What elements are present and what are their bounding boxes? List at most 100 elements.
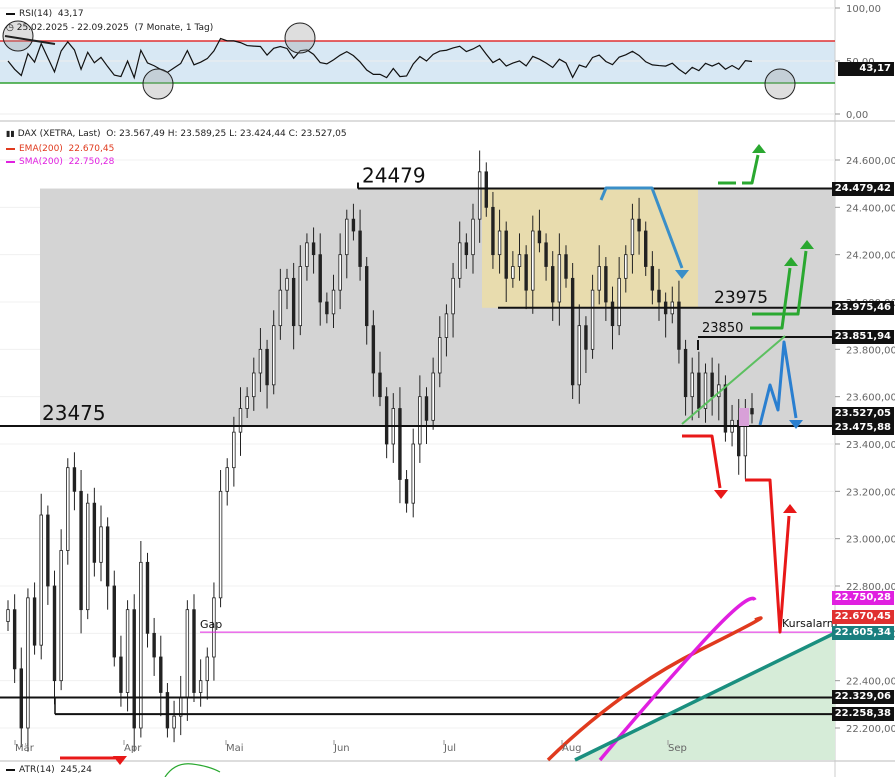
rsi-label: RSI(14) — [19, 9, 53, 19]
candle-body — [644, 230, 648, 267]
candle-body — [404, 479, 409, 504]
label-23475: 23475 — [42, 401, 106, 425]
candle-body — [152, 632, 156, 658]
rsi-marker-circle — [2, 20, 34, 52]
price-tag: 22.605,34 — [831, 626, 894, 641]
candle-body — [577, 325, 581, 386]
price-tick-label: 22.400,00 — [846, 677, 895, 688]
candle-body — [657, 289, 661, 303]
candle-body — [119, 656, 123, 693]
price-tag: 22.329,06 — [831, 690, 894, 705]
candle-body — [105, 526, 110, 587]
sma-value: 22.750,28 — [68, 157, 115, 167]
clock-icon: ◷ — [6, 23, 14, 33]
candle-body — [318, 254, 322, 303]
sma200-line — [598, 596, 757, 762]
rsi-period: ◷ 25.02.2025 - 22.09.2025 (7 Monate, 1 T… — [6, 23, 213, 33]
candle-body — [531, 230, 535, 291]
candle-body — [192, 609, 196, 693]
candle-body — [125, 609, 130, 693]
candle-body — [46, 514, 50, 587]
legend-main: DAX (XETRA, Last) — [17, 129, 101, 139]
candle-body — [491, 206, 495, 256]
candle-body — [72, 467, 77, 492]
candle-body — [617, 277, 621, 327]
candle-body — [384, 396, 389, 445]
candle-body — [637, 218, 641, 232]
candle-body — [265, 348, 269, 386]
rsi-trendline — [4, 35, 56, 45]
atr-value: 245,24 — [60, 765, 92, 775]
candle-body — [551, 266, 555, 303]
sma-legend: SMA(200) 22.750,28 — [6, 157, 114, 167]
candle-body — [252, 372, 256, 398]
candle-body — [378, 372, 382, 398]
price-tag: 23.975,46 — [831, 300, 894, 315]
pink-marker — [739, 408, 749, 426]
blue-arrow-top — [599, 186, 684, 269]
label-gap: Gap — [200, 618, 222, 631]
candle-body — [584, 325, 588, 350]
candle-body — [418, 396, 422, 445]
price-tick-label: 24.200,00 — [846, 251, 895, 262]
blue-scenario — [758, 340, 798, 426]
candle-body — [139, 561, 143, 729]
price-tag: 24.479,42 — [831, 181, 894, 196]
green-arrow-2 — [752, 250, 808, 316]
candle-body — [172, 715, 176, 729]
candle-body — [683, 348, 688, 398]
candle-body — [411, 443, 415, 504]
candle-body — [205, 656, 209, 682]
candle-body — [570, 277, 575, 386]
price-tag: 22.258,38 — [831, 707, 894, 722]
candle-body — [365, 266, 369, 327]
candle-body — [424, 396, 429, 421]
candle-body — [710, 372, 714, 398]
candle-body — [537, 230, 542, 244]
arrow-head-down — [714, 490, 728, 499]
candle-body — [431, 372, 435, 421]
candle-body — [604, 266, 608, 303]
label-23850: 23850 — [702, 321, 743, 336]
green-breakout-arrow — [718, 154, 760, 185]
candle-body — [750, 408, 754, 415]
atr-line — [164, 763, 221, 778]
candle-body — [497, 230, 502, 256]
rsi-line — [7, 37, 753, 80]
candle-body — [232, 431, 236, 469]
month-label: Mai — [226, 743, 244, 754]
candle-body — [331, 289, 336, 315]
trend-line — [574, 631, 836, 762]
ema-legend: EMA(200) 22.670,45 — [6, 144, 114, 154]
candle-body — [6, 609, 10, 622]
candle-body — [132, 609, 136, 729]
candle-body — [371, 325, 376, 374]
candle-body — [444, 313, 449, 338]
candle-body — [597, 266, 601, 291]
candle-body — [737, 419, 741, 457]
month-label: Aug — [562, 743, 582, 754]
rsi-tick-label: 0,00 — [846, 110, 868, 121]
candle-body — [159, 656, 163, 693]
candle-body — [26, 597, 30, 729]
candle-body — [398, 408, 402, 480]
label-23975: 23975 — [714, 288, 768, 308]
candle-body — [471, 218, 475, 256]
candle-body — [305, 242, 309, 267]
candle-body — [311, 242, 316, 256]
candle-body — [351, 218, 356, 232]
price-tick-label: 22.200,00 — [846, 724, 895, 735]
candle-body — [697, 372, 701, 409]
month-label: Sep — [668, 743, 687, 754]
consolidation-box — [482, 188, 698, 308]
arrow-head-down — [675, 270, 689, 279]
candle-body — [66, 467, 70, 551]
candle-body — [358, 230, 362, 267]
red-arrow-1 — [682, 434, 722, 489]
candle-body — [165, 692, 170, 729]
candle-body — [59, 550, 63, 682]
candle-body — [511, 266, 515, 279]
candle-body — [285, 277, 289, 291]
